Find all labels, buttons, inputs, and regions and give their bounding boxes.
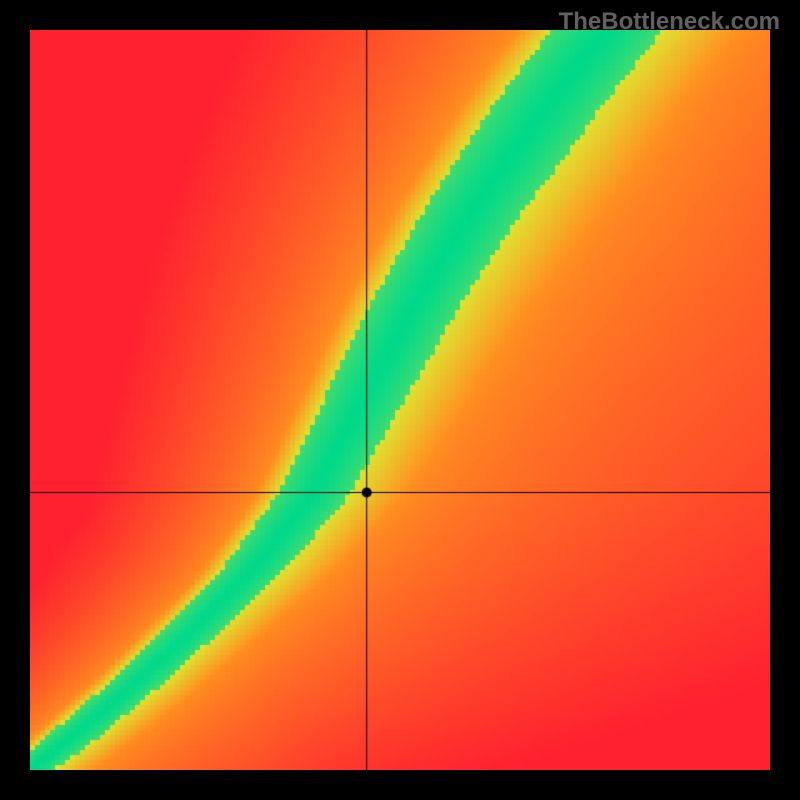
chart-container: TheBottleneck.com — [0, 0, 800, 800]
bottleneck-heatmap — [30, 30, 770, 770]
watermark-text: TheBottleneck.com — [559, 8, 780, 36]
